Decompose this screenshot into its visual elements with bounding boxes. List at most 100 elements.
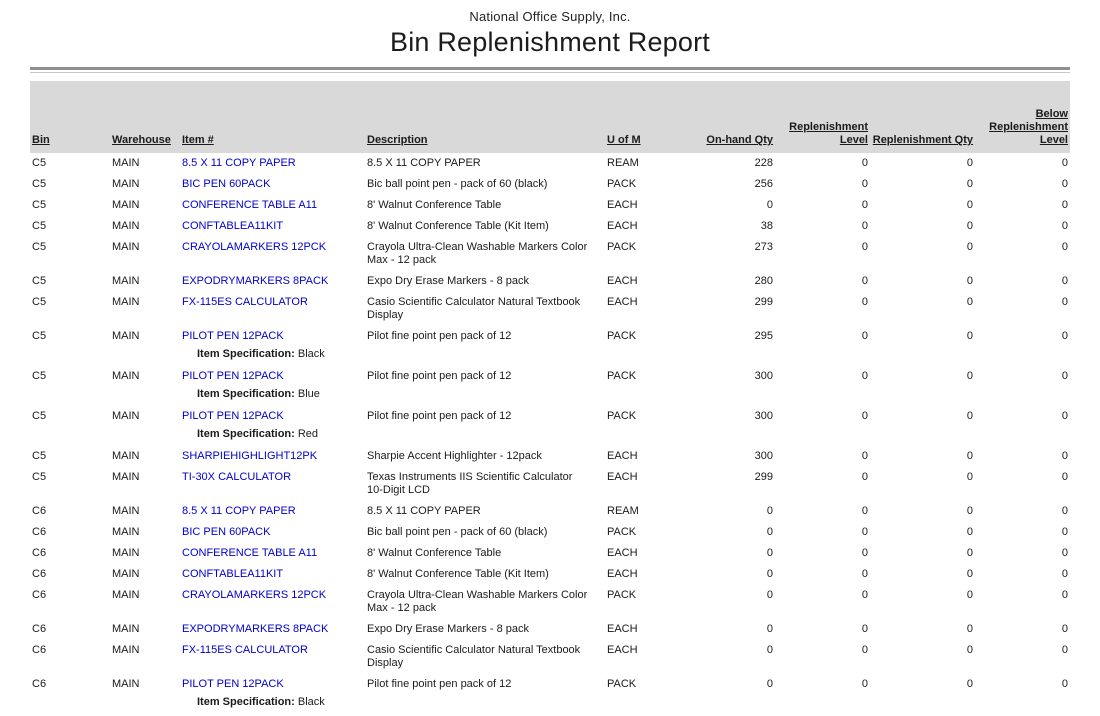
item-link[interactable]: FX-115ES CALCULATOR: [182, 296, 308, 308]
onhand-qty-cell: 0: [766, 526, 773, 538]
table-row: C5 MAIN EXPODRYMARKERS 8PACK Expo Dry Er…: [30, 271, 1070, 292]
item-link[interactable]: 8.5 X 11 COPY PAPER: [182, 157, 296, 169]
uom-cell: EACH: [607, 275, 638, 287]
divider-thin-line: [30, 72, 1070, 73]
uom-cell: EACH: [607, 296, 638, 308]
below-replenishment-level-cell: 0: [1061, 471, 1068, 483]
onhand-qty-cell: 300: [754, 410, 773, 422]
replenishment-level-cell: 0: [861, 450, 868, 462]
item-link[interactable]: BIC PEN 60PACK: [182, 178, 271, 190]
warehouse-cell: MAIN: [112, 547, 140, 559]
warehouse-cell: MAIN: [112, 330, 140, 342]
warehouse-cell: MAIN: [112, 450, 140, 462]
item-link[interactable]: PILOT PEN 12PACK: [182, 370, 284, 382]
bin-cell: C6: [32, 568, 47, 580]
description-cell: Bic ball point pen - pack of 60 (black): [367, 178, 548, 190]
replenishment-level-cell: 0: [861, 589, 868, 601]
replenishment-level-cell: 0: [861, 568, 868, 580]
replenishment-level-cell: 0: [861, 623, 868, 635]
item-specification-row: Item Specification: Red: [30, 427, 1070, 446]
bin-cell: C5: [32, 370, 47, 382]
page-title: Bin Replenishment Report: [390, 27, 710, 57]
item-specification-label: Item Specification:: [197, 428, 295, 440]
description-cell: Expo Dry Erase Markers - 8 pack: [367, 623, 529, 635]
header-divider: [30, 67, 1070, 73]
uom-cell: PACK: [607, 410, 637, 422]
column-header-below-replenishment-level: Below Replenishment Level: [975, 81, 1070, 153]
description-cell: Crayola Ultra-Clean Washable Markers Col…: [367, 589, 588, 614]
below-replenishment-level-cell: 0: [1061, 178, 1068, 190]
uom-cell: PACK: [607, 178, 637, 190]
below-replenishment-level-cell: 0: [1061, 330, 1068, 342]
below-replenishment-level-cell: 0: [1061, 568, 1068, 580]
replenishment-qty-cell: 0: [966, 241, 973, 253]
replenishment-level-cell: 0: [861, 296, 868, 308]
table-row: C5 MAIN FX-115ES CALCULATOR Casio Scient…: [30, 292, 1070, 326]
warehouse-cell: MAIN: [112, 410, 140, 422]
item-link[interactable]: TI-30X CALCULATOR: [182, 471, 292, 483]
item-link[interactable]: CONFERENCE TABLE A11: [182, 199, 318, 211]
replenishment-qty-cell: 0: [966, 370, 973, 382]
item-link[interactable]: BIC PEN 60PACK: [182, 526, 271, 538]
item-link[interactable]: 8.5 X 11 COPY PAPER: [182, 505, 296, 517]
table-row: C5 MAIN CONFERENCE TABLE A11 8' Walnut C…: [30, 195, 1070, 216]
description-cell: 8' Walnut Conference Table (Kit Item): [367, 568, 549, 580]
description-cell: 8' Walnut Conference Table (Kit Item): [367, 220, 549, 232]
replenishment-qty-cell: 0: [966, 178, 973, 190]
bin-cell: C5: [32, 471, 47, 483]
replenishment-level-cell: 0: [861, 241, 868, 253]
item-link[interactable]: EXPODRYMARKERS 8PACK: [182, 275, 329, 287]
column-header-item: Item #: [180, 81, 365, 153]
table-row: C6 MAIN CRAYOLAMARKERS 12PCK Crayola Ult…: [30, 585, 1070, 619]
item-link[interactable]: SHARPIEHIGHLIGHT12PK: [182, 450, 318, 462]
replenishment-level-cell: 0: [861, 178, 868, 190]
item-link[interactable]: CRAYOLAMARKERS 12PCK: [182, 241, 327, 253]
uom-cell: EACH: [607, 623, 638, 635]
bin-cell: C5: [32, 157, 47, 169]
replenishment-qty-cell: 0: [966, 526, 973, 538]
description-cell: 8.5 X 11 COPY PAPER: [367, 505, 481, 517]
item-link[interactable]: PILOT PEN 12PACK: [182, 330, 284, 342]
item-link[interactable]: EXPODRYMARKERS 8PACK: [182, 623, 329, 635]
item-link[interactable]: PILOT PEN 12PACK: [182, 678, 284, 690]
onhand-qty-cell: 299: [754, 471, 773, 483]
item-link[interactable]: FX-115ES CALCULATOR: [182, 644, 308, 656]
table-row: C6 MAIN BIC PEN 60PACK Bic ball point pe…: [30, 522, 1070, 543]
below-replenishment-level-cell: 0: [1061, 220, 1068, 232]
replenishment-table: Bin Warehouse Item # Description U of M …: [30, 81, 1070, 714]
item-link[interactable]: CONFERENCE TABLE A11: [182, 547, 318, 559]
below-replenishment-level-cell: 0: [1061, 410, 1068, 422]
description-cell: 8.5 X 11 COPY PAPER: [367, 157, 481, 169]
item-specification-label: Item Specification:: [197, 348, 295, 360]
onhand-qty-cell: 38: [760, 220, 773, 232]
below-replenishment-level-cell: 0: [1061, 370, 1068, 382]
item-specification-row: Item Specification: Black: [30, 347, 1070, 366]
item-link[interactable]: PILOT PEN 12PACK: [182, 410, 284, 422]
uom-cell: EACH: [607, 220, 638, 232]
replenishment-qty-cell: 0: [966, 450, 973, 462]
item-link[interactable]: CRAYOLAMARKERS 12PCK: [182, 589, 327, 601]
below-replenishment-level-cell: 0: [1061, 547, 1068, 559]
replenishment-qty-cell: 0: [966, 568, 973, 580]
item-specification-row: Item Specification: Black: [30, 695, 1070, 714]
uom-cell: PACK: [607, 241, 637, 253]
bin-cell: C5: [32, 330, 47, 342]
warehouse-cell: MAIN: [112, 644, 140, 656]
uom-cell: PACK: [607, 589, 637, 601]
replenishment-qty-cell: 0: [966, 275, 973, 287]
column-header-onhand-qty: On-hand Qty: [685, 81, 775, 153]
item-link[interactable]: CONFTABLEA11KIT: [182, 220, 284, 232]
below-replenishment-level-cell: 0: [1061, 450, 1068, 462]
item-specification-value: Black: [297, 348, 325, 360]
replenishment-qty-cell: 0: [966, 157, 973, 169]
item-link[interactable]: CONFTABLEA11KIT: [182, 568, 284, 580]
replenishment-qty-cell: 0: [966, 471, 973, 483]
replenishment-qty-cell: 0: [966, 410, 973, 422]
onhand-qty-cell: 273: [754, 241, 773, 253]
below-replenishment-level-cell: 0: [1061, 623, 1068, 635]
warehouse-cell: MAIN: [112, 157, 140, 169]
onhand-qty-cell: 0: [766, 505, 773, 517]
item-specification-value: Black: [297, 696, 325, 708]
bin-cell: C6: [32, 526, 47, 538]
onhand-qty-cell: 0: [766, 568, 773, 580]
